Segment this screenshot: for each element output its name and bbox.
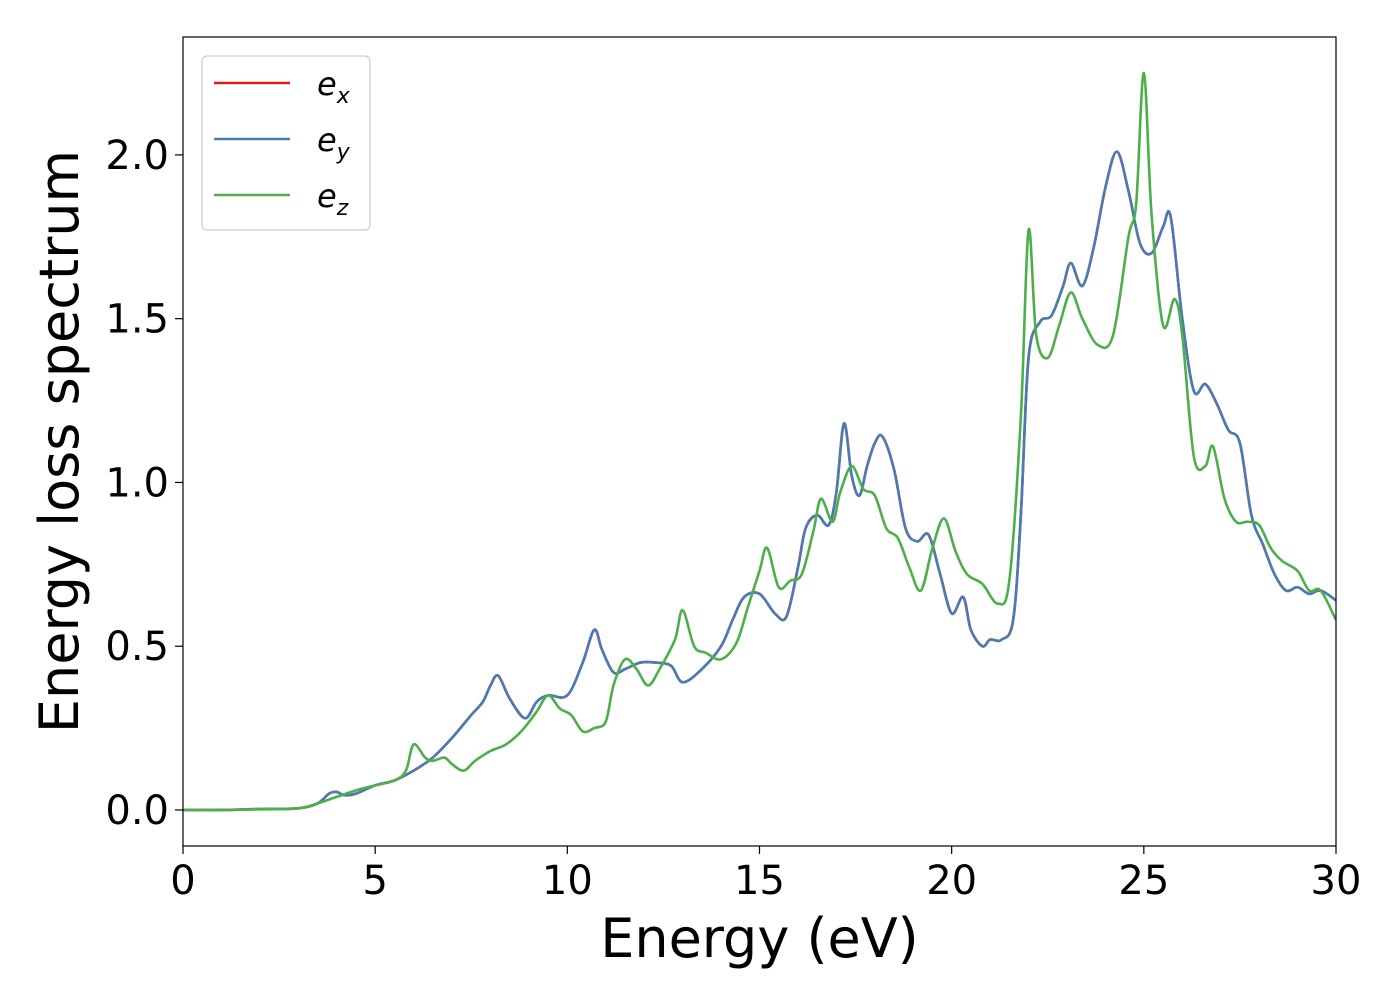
x-tick-label: 10 [542,858,593,904]
x-axis-label: Energy (eV) [600,907,919,970]
x-tick-label: 25 [1118,858,1169,904]
series-line-x [183,150,1336,812]
x-tick-label: 15 [734,858,785,904]
legend-entry-z: ez [317,177,349,221]
x-tick-label: 30 [1311,858,1362,904]
y-tick-label: 0.5 [105,624,169,670]
x-tick-label: 20 [926,858,977,904]
y-axis-ticks: 0.0 0.5 1.0 1.5 2.0 [105,133,183,834]
x-axis-ticks: 0 5 10 15 20 25 30 [170,846,1361,904]
legend: ex ey ez [201,55,371,231]
x-tick-label: 0 [170,858,195,904]
series-line-z [183,71,1336,812]
y-axis-label: Energy loss spectrum [28,150,91,733]
y-tick-label: 2.0 [105,133,169,179]
y-tick-label: 1.0 [105,460,169,506]
legend-entry-y: ey [317,121,351,165]
legend-entry-x: ex [317,65,351,109]
x-tick-label: 5 [362,858,387,904]
series-layer [183,71,1336,812]
y-tick-label: 0.0 [105,788,169,834]
legend-box [201,55,371,231]
series-line-y [183,150,1336,812]
y-tick-label: 1.5 [105,297,169,343]
